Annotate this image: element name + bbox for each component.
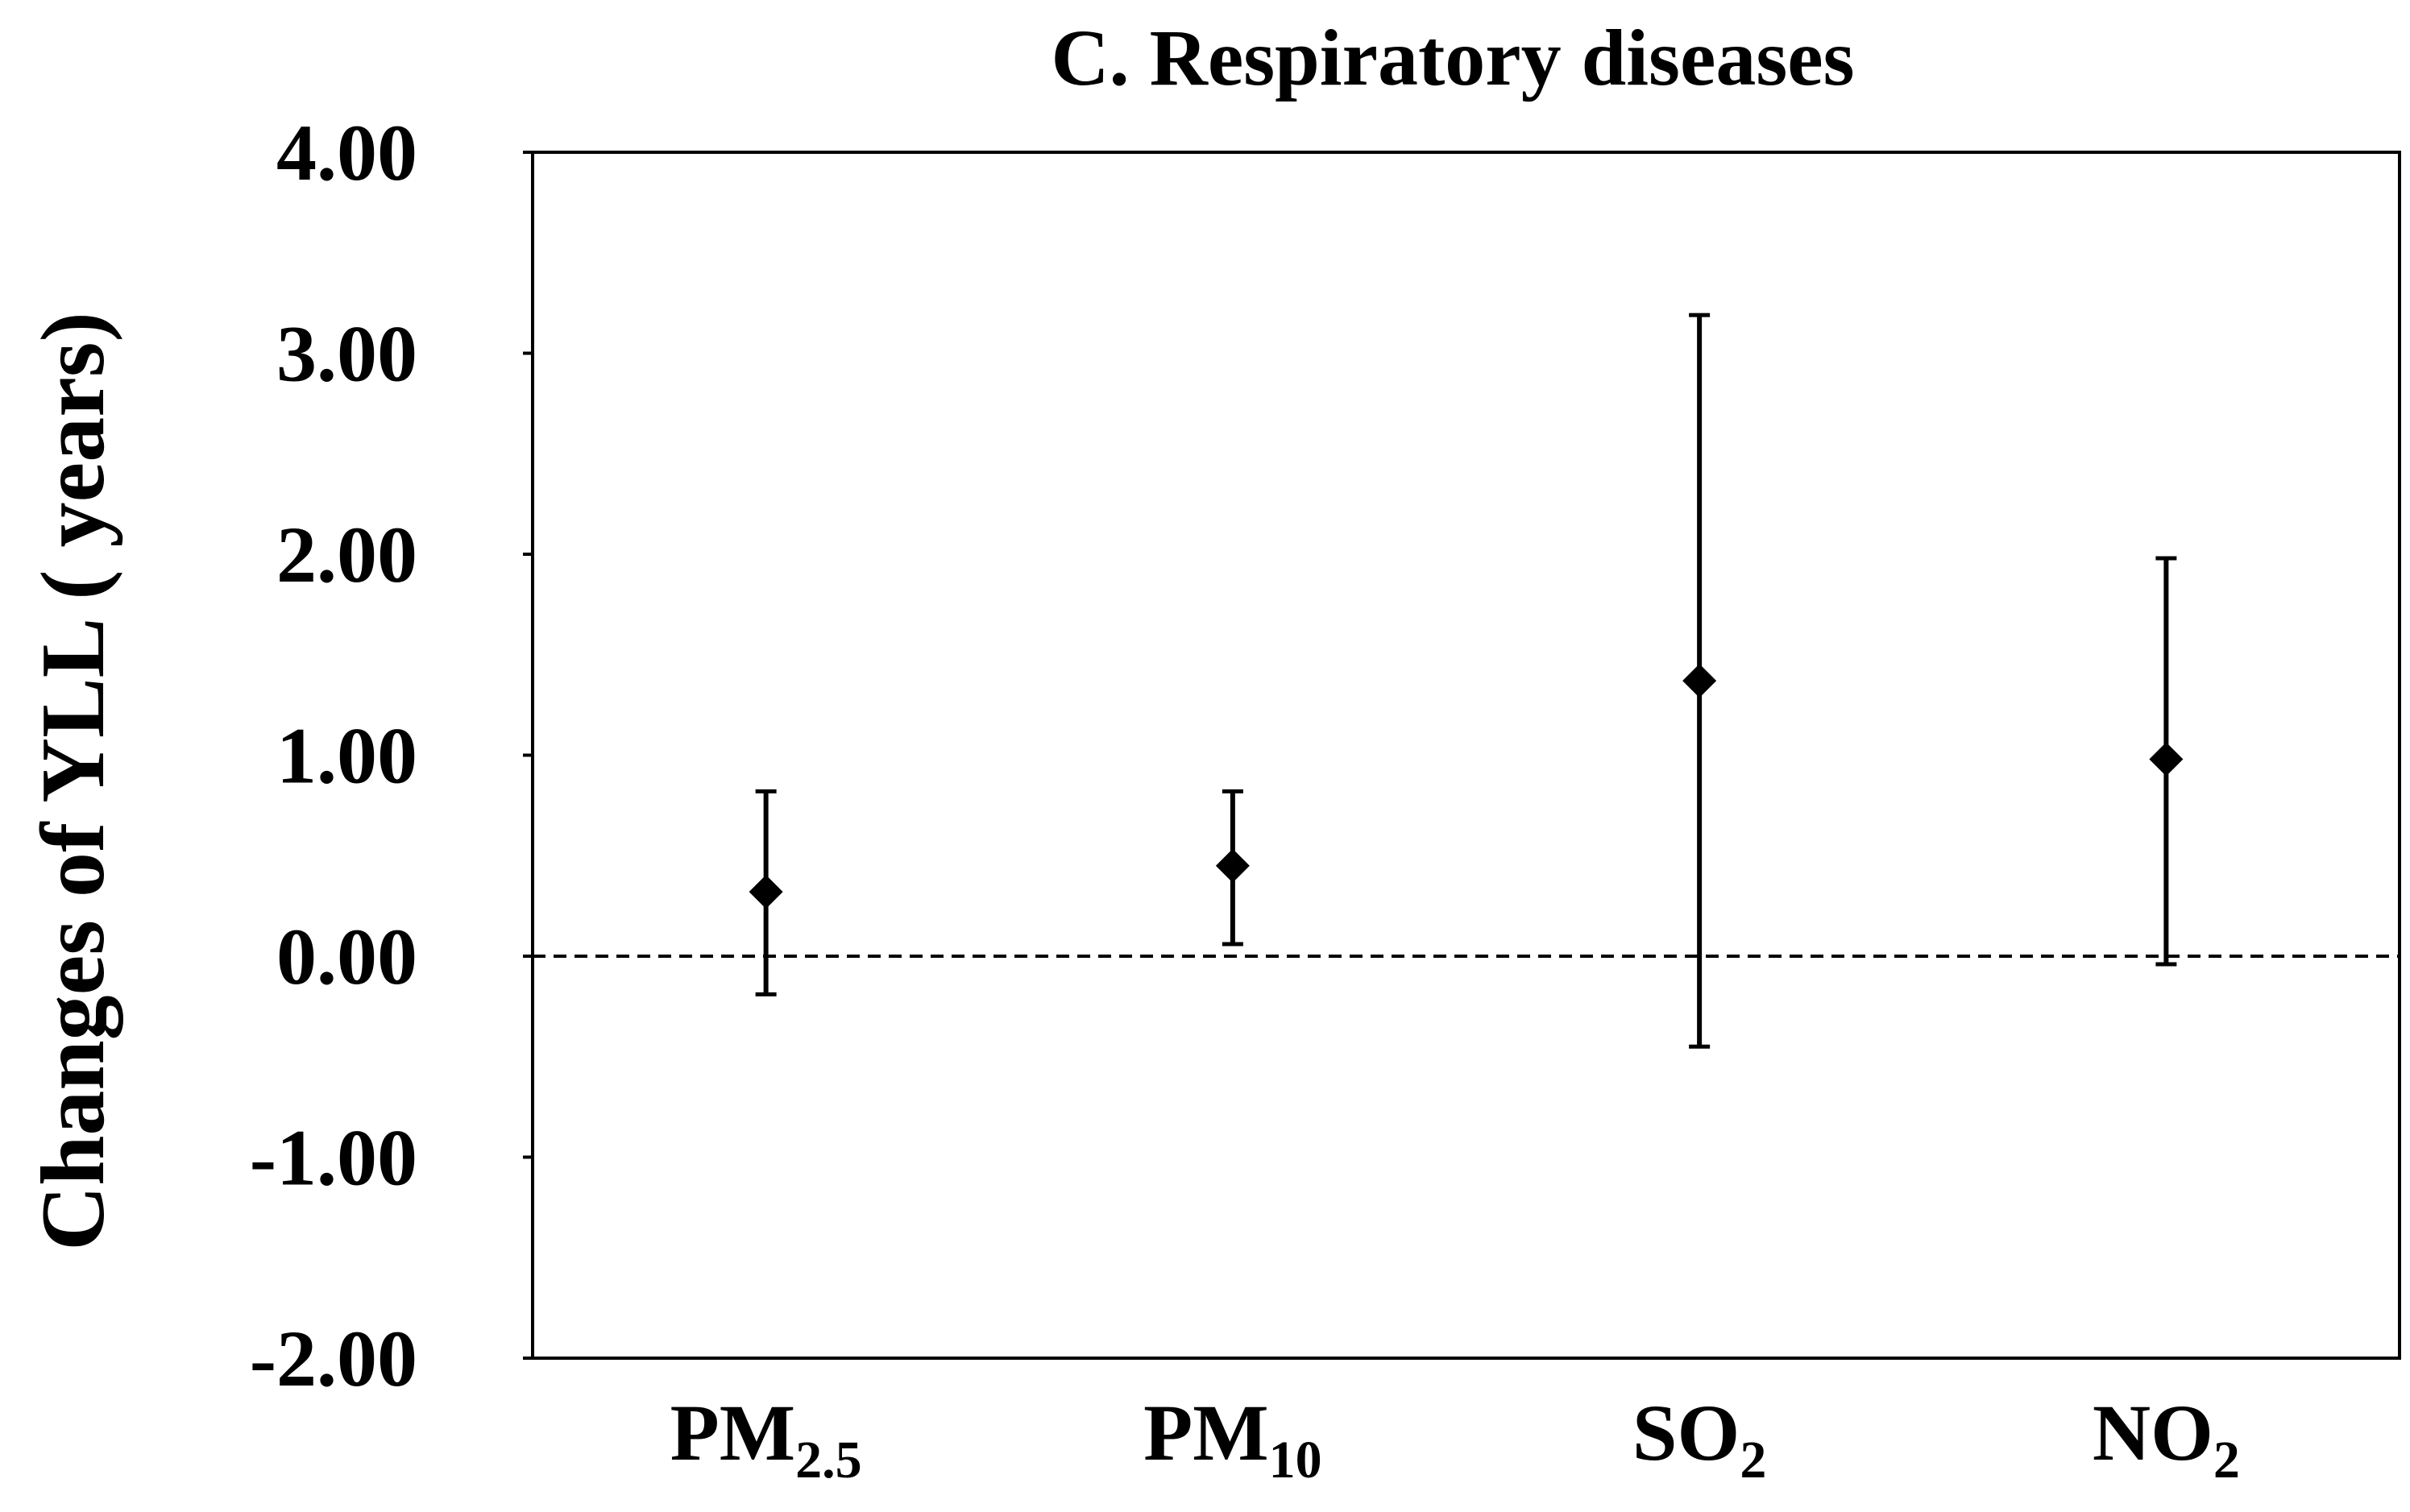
x-category-base: PM	[1143, 1388, 1268, 1477]
y-tick-label: -1.00	[250, 1113, 417, 1203]
y-tick-label: 1.00	[276, 711, 417, 801]
x-category-subscript: 2	[1740, 1431, 1766, 1489]
y-axis-label: Changes of YLL ( years)	[23, 312, 123, 1251]
y-tick-label: 2.00	[276, 510, 417, 599]
y-tick-label: 4.00	[276, 108, 417, 197]
point-estimate-marker	[2149, 742, 2184, 777]
x-category-label: PM2.5	[670, 1388, 862, 1489]
data-series	[749, 313, 2184, 1049]
y-tick-label: 3.00	[276, 309, 417, 399]
point-estimate-marker	[1682, 664, 1717, 698]
x-category-label: PM10	[1143, 1388, 1321, 1489]
plot-frame	[531, 151, 2401, 1360]
x-category-base: PM	[670, 1388, 795, 1477]
point-estimate-marker	[1215, 848, 1250, 883]
x-category-subscript: 2.5	[795, 1431, 862, 1489]
x-category-base: SO	[1632, 1388, 1740, 1477]
x-category-subscript: 2	[2213, 1431, 2240, 1489]
chart-title: C. Respiratory diseases	[1051, 13, 1854, 102]
y-tick-label: 0.00	[276, 912, 417, 1001]
x-category-label: NO2	[2093, 1388, 2240, 1489]
x-axis-labels: PM2.5 PM10 SO2 NO2	[670, 1388, 2240, 1489]
x-category-base: NO	[2093, 1388, 2213, 1477]
x-category-subscript: 10	[1269, 1431, 1322, 1489]
x-category-label: SO2	[1632, 1388, 1766, 1489]
y-tick-label: -2.00	[250, 1314, 417, 1403]
y-ticks: 4.00 3.00 2.00 1.00 0.00 -1.00 -2.00	[250, 108, 533, 1403]
point-estimate-marker	[749, 875, 783, 909]
